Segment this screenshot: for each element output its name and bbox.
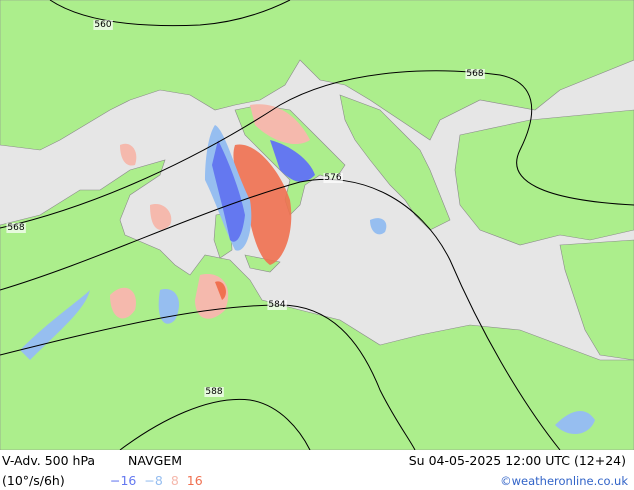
contour-label: 568 xyxy=(7,223,24,233)
legend-label: 8 xyxy=(171,473,179,488)
label-bg xyxy=(267,300,287,310)
legend: −16 −8 8 16 xyxy=(110,473,203,488)
legend-label: −16 xyxy=(110,473,136,488)
label-bg xyxy=(6,223,26,233)
legend-label: 16 xyxy=(187,473,203,488)
footer xyxy=(0,450,634,490)
contour-label: 568 xyxy=(466,69,483,79)
contours xyxy=(0,0,634,451)
contour-labels: 560 568 568 576 584 588 xyxy=(6,20,485,397)
unit: (10°/s/6h) xyxy=(2,473,65,488)
advection-fields xyxy=(20,104,595,435)
contour-label: 560 xyxy=(94,20,111,30)
label-bg xyxy=(204,387,224,397)
credit: ©weatheronline.co.uk xyxy=(500,474,628,488)
label-bg xyxy=(465,69,485,79)
valid-time: Su 04-05-2025 12:00 UTC (12+24) xyxy=(409,453,626,468)
contour-label: 576 xyxy=(324,173,341,183)
title: V-Adv. 500 hPa xyxy=(2,453,95,468)
model: NAVGEM xyxy=(128,453,182,468)
legend-label: −8 xyxy=(144,473,162,488)
contour-label: 588 xyxy=(205,387,222,397)
label-bg xyxy=(323,173,343,183)
land xyxy=(0,0,634,451)
contour-label: 584 xyxy=(268,300,285,310)
label-bg xyxy=(93,20,113,30)
